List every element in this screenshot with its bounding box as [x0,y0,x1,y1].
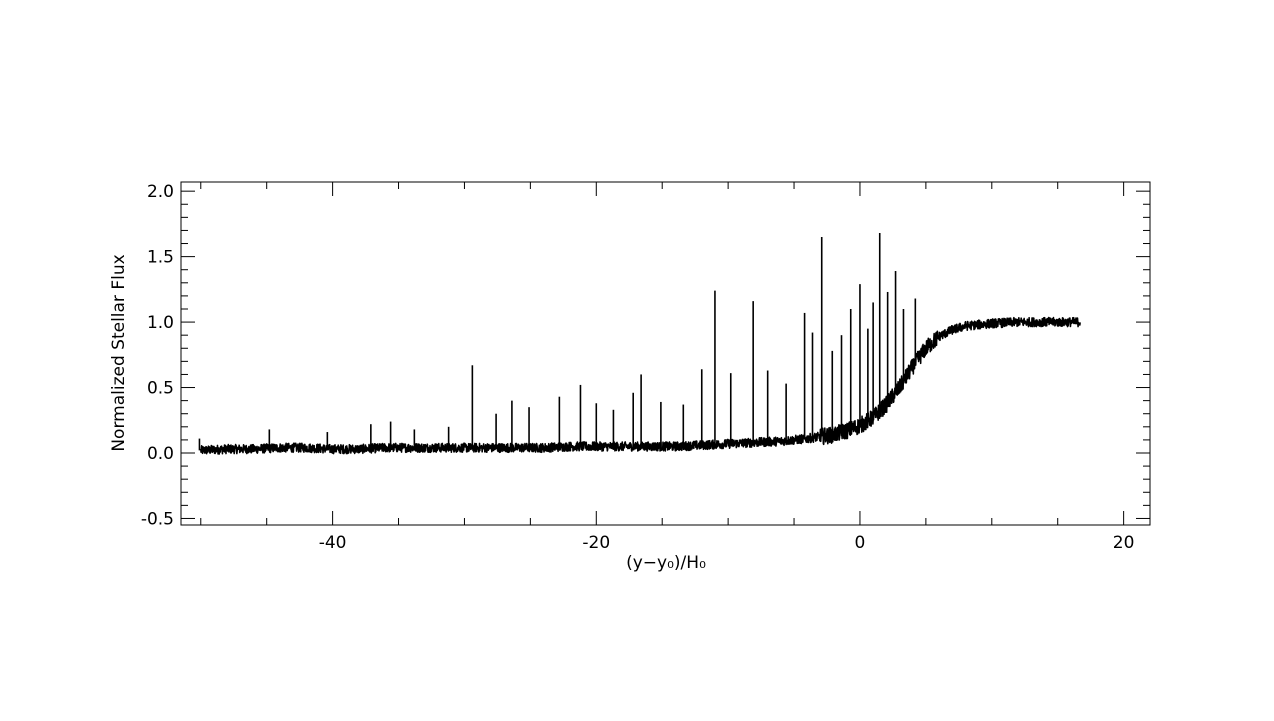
x-axis-label: (y−y₀)/H₀ [626,553,706,573]
x-tick-label: 20 [1113,533,1135,553]
flux-trace [199,316,1081,455]
y-axis-label: Normalized Stellar Flux [109,254,129,451]
y-tick-label: 0.0 [147,444,174,464]
y-tick-label: 1.5 [147,248,174,268]
y-tick-label: 2.0 [147,182,174,202]
plot-frame [180,181,1151,526]
x-tick-label: -40 [319,533,347,553]
plot-area [198,233,1081,455]
y-tick-label: 1.0 [147,313,174,333]
x-tick-label: 0 [855,533,866,553]
x-tick-label: -20 [582,533,610,553]
y-tick-label: -0.5 [141,509,174,529]
y-tick-label: 0.5 [147,379,174,399]
axes: -40 -20 0 20 -0.5 0.0 0.5 1.0 1.5 2.0 [141,181,1151,553]
